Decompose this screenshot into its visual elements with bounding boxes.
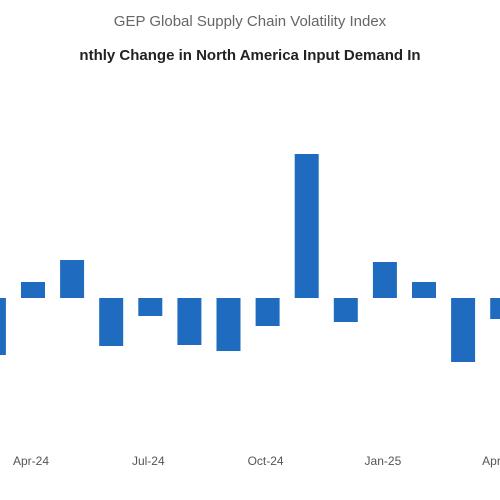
bar	[412, 282, 436, 298]
chart-title: GEP Global Supply Chain Volatility Index	[114, 13, 387, 30]
bar	[0, 298, 6, 355]
bar	[372, 262, 397, 298]
x-tick-label: Jan-25	[365, 454, 402, 468]
bar	[255, 298, 280, 326]
bar	[60, 260, 85, 298]
bar	[216, 298, 241, 351]
bar	[177, 298, 202, 345]
x-tick-label: Jul-24	[132, 454, 165, 468]
bar	[99, 298, 124, 346]
bar	[490, 298, 500, 319]
bar	[21, 282, 45, 298]
bar	[451, 298, 476, 362]
chart-subtitle: nthly Change in North America Input Dema…	[79, 47, 420, 64]
bar	[138, 298, 163, 316]
x-tick-label: Oct-24	[248, 454, 284, 468]
x-tick-label: Apr-24	[13, 454, 49, 468]
x-tick-label: Apr-25	[482, 454, 500, 468]
bar	[333, 298, 358, 322]
bar	[294, 154, 319, 298]
